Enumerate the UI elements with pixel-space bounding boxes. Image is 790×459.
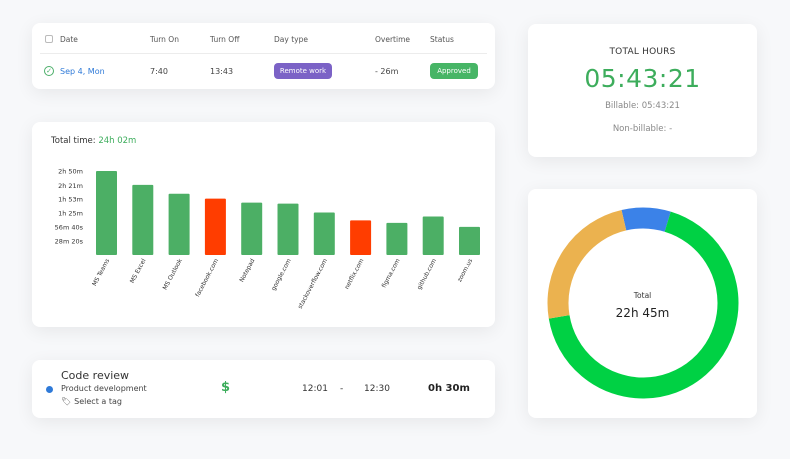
select-all-checkbox[interactable]	[45, 35, 53, 43]
x-tick-label: figma.com	[381, 258, 402, 290]
bar-ms-teams[interactable]	[96, 171, 117, 255]
y-tick-label: 2h 21m	[58, 182, 83, 190]
x-tick-label: MS Teams	[91, 258, 111, 288]
y-tick-label: 1h 25m	[58, 210, 83, 218]
bar-facebook-com[interactable]	[204, 198, 226, 255]
tag-selector[interactable]: 🏷︎ Select a tag	[61, 397, 122, 406]
bar-notepad[interactable]	[241, 202, 263, 255]
app-usage-chart-card: Total time: 24h 02m 2h 50m 2h 21m 1h 53m 1h…	[32, 122, 495, 327]
bar-stackoverflow-com[interactable]	[313, 212, 335, 255]
y-tick-label: 56m 40s	[55, 223, 84, 231]
tag-placeholder: Select a tag	[74, 397, 122, 406]
entry-duration: 0h 30m	[428, 383, 470, 394]
x-tick-label: netflix.com	[343, 258, 365, 291]
header-day-type[interactable]: Day type	[274, 35, 308, 44]
bar-zoom-us[interactable]	[459, 226, 480, 255]
non-billable-hours: Non-billable: -	[612, 124, 673, 134]
project-color-dot	[46, 386, 53, 393]
bar-figma-com[interactable]	[386, 222, 408, 255]
header-turn-on[interactable]: Turn On	[150, 35, 179, 44]
tag-icon: 🏷︎	[61, 397, 72, 406]
row-check-icon[interactable]: ✓	[44, 66, 54, 76]
header-turn-off[interactable]: Turn Off	[210, 35, 240, 44]
x-tick-label: Notepad	[238, 257, 256, 283]
chart-total-prefix: Total time:	[51, 136, 96, 146]
x-tick-label: facebook.com	[194, 258, 220, 299]
header-divider	[40, 53, 487, 54]
donut-chart	[547, 207, 739, 399]
total-donut-card: Total 22h 45m	[528, 189, 757, 418]
time-separator: -	[340, 384, 344, 394]
bar-github-com[interactable]	[422, 216, 444, 255]
row-turn-on: 7:40	[150, 67, 168, 76]
entry-start-time[interactable]: 12:01	[302, 384, 328, 394]
bar-netflix-com[interactable]	[350, 220, 372, 255]
header-date[interactable]: Date	[60, 35, 78, 44]
row-turn-off: 13:43	[210, 67, 234, 76]
day-type-badge: Remote work	[274, 63, 332, 79]
donut-segment[interactable]	[548, 211, 739, 399]
x-tick-label: stackoverflow.com	[297, 258, 329, 311]
row-overtime: - 26m	[375, 67, 399, 76]
total-hours-title: TOTAL HOURS	[609, 47, 676, 57]
bar-google-com[interactable]	[277, 203, 299, 255]
bar-ms-outlook[interactable]	[168, 193, 190, 255]
x-tick-label: MS Outlook	[162, 257, 185, 291]
status-badge: Approved	[430, 63, 478, 79]
x-tick-label: MS Excel	[129, 257, 148, 284]
header-overtime[interactable]: Overtime	[375, 35, 410, 44]
x-tick-label: zoom.us	[456, 258, 474, 284]
total-hours-value: 05:43:21	[584, 64, 701, 93]
chart-total-value: 24h 02m	[98, 136, 137, 146]
donut-center-value: 22h 45m	[615, 306, 670, 320]
dollar-icon[interactable]: $	[221, 380, 231, 395]
entry-title[interactable]: Code review	[61, 369, 130, 382]
y-tick-label: 2h 50m	[58, 168, 83, 176]
donut-center-label: Total	[633, 291, 652, 300]
x-tick-label: google.com	[270, 258, 293, 292]
row-date-link[interactable]: Sep 4, Mon	[60, 67, 105, 76]
timesheet-table: Date Turn On Turn Off Day type Overtime …	[32, 23, 495, 89]
y-tick-label: 28m 20s	[55, 238, 84, 246]
header-status[interactable]: Status	[430, 35, 454, 44]
time-entry-card[interactable]: Code review Product development 🏷︎ Select…	[32, 360, 495, 418]
donut-segment[interactable]	[547, 209, 627, 319]
donut-segment[interactable]	[621, 207, 671, 232]
billable-hours: Billable: 05:43:21	[605, 101, 680, 111]
entry-project[interactable]: Product development	[61, 384, 147, 393]
x-tick-label: github.com	[416, 258, 438, 291]
y-tick-label: 1h 53m	[58, 196, 83, 204]
bar-ms-excel[interactable]	[132, 184, 154, 255]
chart-total-label: Total time: 24h 02m	[51, 136, 136, 146]
entry-end-time[interactable]: 12:30	[364, 384, 390, 394]
total-hours-card: TOTAL HOURS 05:43:21 Billable: 05:43:21 …	[528, 24, 757, 157]
bar-chart: 2h 50m 2h 21m 1h 53m 1h 25m 56m 40s 28m 20s MS…	[55, 168, 480, 311]
